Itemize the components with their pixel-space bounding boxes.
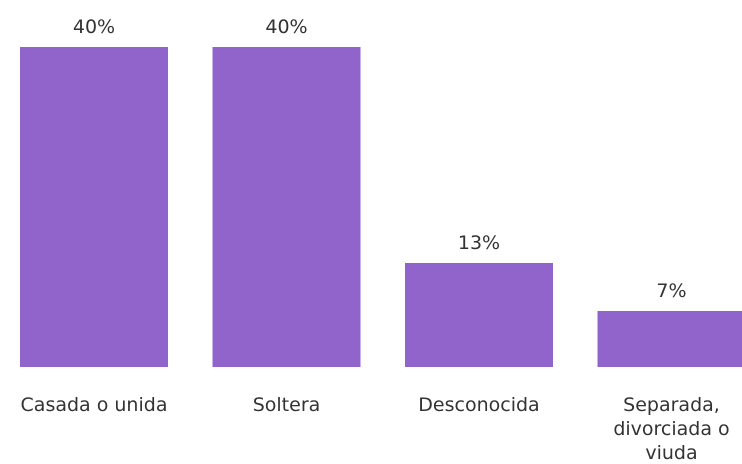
value-label-1: 40%	[265, 16, 307, 38]
category-label-1: Soltera	[253, 394, 321, 416]
category-label-3: Separada, divorciada o viuda	[613, 394, 729, 464]
value-label-2: 13%	[458, 232, 500, 254]
category-label-0-line-0: Casada o unida	[21, 394, 168, 416]
category-label-3-line-1: divorciada o	[613, 418, 729, 440]
bar-2	[405, 263, 553, 367]
category-label-3-line-2: viuda	[645, 442, 697, 464]
category-label-2-line-0: Desconocida	[418, 394, 539, 416]
category-labels-group: Casada o unida Soltera Desconocida Separada…	[21, 394, 730, 464]
category-label-2: Desconocida	[418, 394, 539, 416]
category-label-0: Casada o unida	[21, 394, 168, 416]
bar-3	[597, 311, 742, 367]
value-label-3: 7%	[656, 280, 686, 302]
bars-group	[20, 47, 742, 367]
category-label-3-line-0: Separada,	[623, 394, 720, 416]
bar-0	[20, 47, 168, 367]
category-label-1-line-0: Soltera	[253, 394, 321, 416]
value-label-0: 40%	[73, 16, 115, 38]
bar-1	[212, 47, 361, 367]
value-labels-group: 40% 40% 13% 7%	[73, 16, 687, 302]
